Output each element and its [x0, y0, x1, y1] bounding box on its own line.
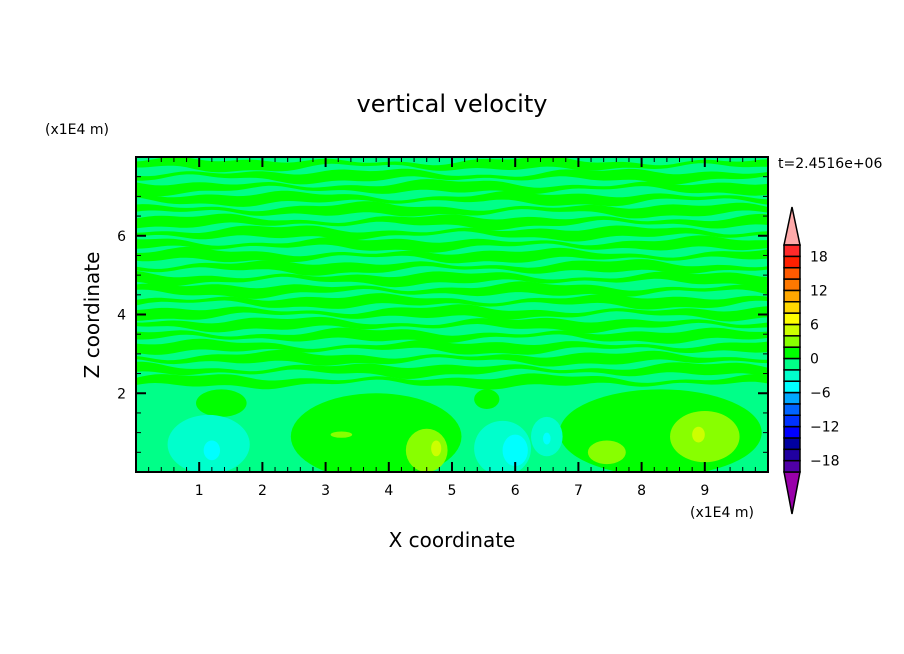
contour-band	[136, 304, 768, 322]
colorbar-cell	[783, 391, 801, 405]
colorbar-cell	[783, 323, 801, 337]
contour-band	[136, 316, 768, 334]
contour-band	[136, 201, 768, 219]
colorbar-cell	[783, 301, 801, 314]
contour-region	[474, 389, 500, 409]
x-tick-label: 2	[258, 483, 267, 499]
contour-band	[136, 213, 768, 231]
y-tick-label: 2	[117, 386, 126, 402]
contour-band	[136, 190, 768, 207]
colorbar-cell	[783, 448, 801, 462]
colorbar-cell	[783, 346, 801, 360]
colorbar-tick-label: 18	[810, 249, 828, 265]
x-tick-label: 5	[448, 483, 457, 499]
colorbar-tick-label: −18	[810, 454, 840, 470]
contour-band	[136, 168, 768, 185]
contour-band	[136, 225, 768, 242]
contour-region	[670, 410, 740, 463]
contour-region	[587, 440, 626, 465]
colorbar-cell	[783, 266, 801, 280]
colorbar-cell	[783, 369, 801, 382]
colorbar: 18 12 6 0 −6 −12 −18	[783, 206, 840, 515]
colorbar-tick-label: −12	[810, 420, 840, 436]
contour-region	[543, 432, 551, 445]
contour-band	[136, 235, 768, 253]
contour-band	[136, 349, 768, 367]
chart-title: vertical velocity	[357, 90, 548, 118]
colorbar-cell	[783, 312, 801, 326]
x-tick-label: 7	[574, 483, 583, 499]
contour-band	[136, 361, 768, 379]
contour-region	[692, 426, 705, 443]
contour-band	[136, 293, 768, 310]
contour-region	[196, 389, 247, 417]
y-unit-label: (x1E4 m)	[45, 122, 109, 138]
x-tick-label: 4	[384, 483, 393, 499]
contour-band	[136, 327, 768, 344]
x-axis-label: X coordinate	[389, 528, 516, 552]
y-tick-label: 6	[117, 229, 126, 245]
y-tick-label: 4	[117, 308, 126, 324]
colorbar-under-triangle	[783, 471, 801, 515]
x-tick-label: 9	[700, 483, 709, 499]
x-tick-label: 6	[511, 483, 520, 499]
colorbar-cell	[783, 244, 801, 258]
colorbar-cell	[783, 380, 801, 394]
colorbar-tick-label: 0	[810, 352, 819, 368]
colorbar-tick-label: −6	[810, 386, 831, 402]
x-tick-label: 1	[195, 483, 204, 499]
colorbar-cell	[783, 255, 801, 269]
x-unit-label: (x1E4 m)	[690, 505, 754, 521]
colorbar-cell	[783, 289, 801, 303]
contour-band	[136, 179, 768, 197]
colorbar-cell	[783, 278, 801, 292]
x-tick-label: 3	[321, 483, 330, 499]
contour-band	[136, 281, 768, 299]
colorbar-cell	[783, 335, 801, 348]
contour-band	[136, 259, 768, 276]
y-tick-labels: 2 4 6	[117, 229, 126, 403]
contour-band	[136, 373, 768, 390]
colorbar-cell	[783, 357, 801, 371]
contour-region	[405, 428, 448, 472]
x-tick-labels: 1 2 3 4 5 6 7 8 9	[195, 483, 710, 499]
contour-region	[330, 431, 353, 438]
contour-band	[136, 270, 768, 288]
colorbar-cell	[783, 437, 801, 451]
x-tick-label: 8	[637, 483, 646, 499]
y-axis-label: Z coordinate	[80, 252, 104, 379]
colorbar-cell	[783, 403, 801, 416]
contour-region	[502, 434, 528, 467]
contour-region	[203, 440, 221, 461]
contour-band	[136, 338, 768, 355]
colorbar-tick-label: 6	[810, 317, 819, 333]
plot-frame	[135, 156, 769, 473]
colorbar-over-triangle	[783, 206, 801, 246]
contour-band	[136, 246, 768, 264]
time-label: t=2.4516e+06	[778, 156, 882, 172]
contour-field	[136, 157, 768, 472]
colorbar-cell	[783, 425, 801, 439]
colorbar-cell	[783, 414, 801, 428]
colorbar-tick-label: 12	[810, 283, 828, 299]
colorbar-cell	[783, 459, 801, 473]
contour-region	[431, 440, 442, 457]
